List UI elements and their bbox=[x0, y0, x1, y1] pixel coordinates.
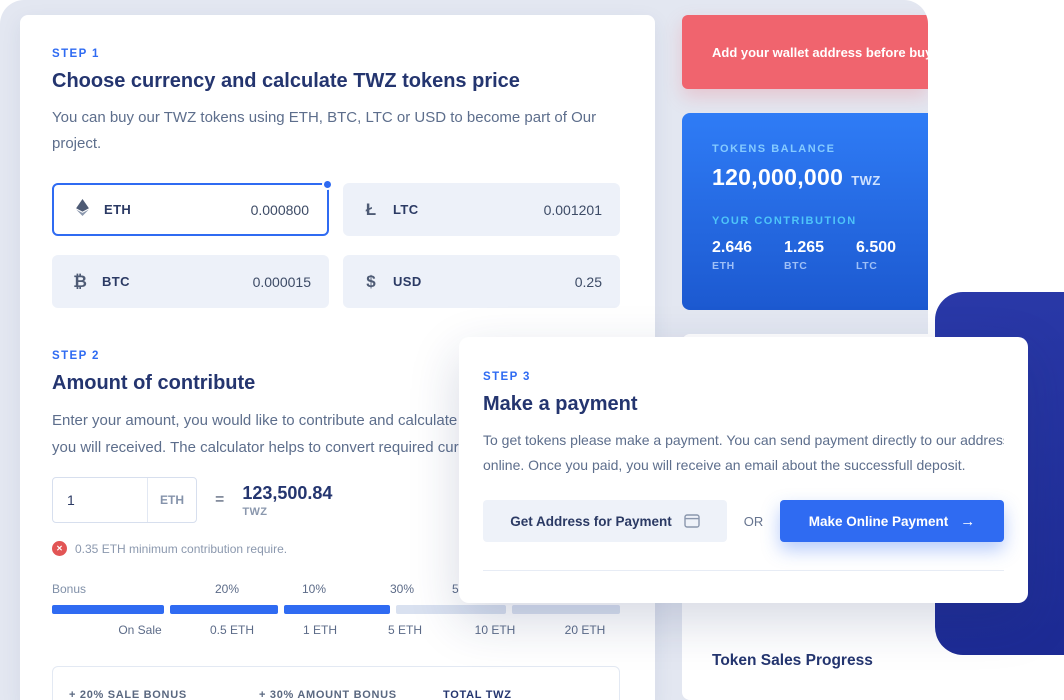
selected-indicator-dot bbox=[322, 179, 333, 190]
your-contribution-label: YOUR CONTRIBUTION bbox=[712, 215, 857, 227]
balance-unit: TWZ bbox=[851, 173, 881, 188]
or-separator: OR bbox=[743, 513, 764, 529]
bonus-percent: 10% bbox=[302, 582, 327, 596]
amount-input[interactable] bbox=[53, 492, 147, 508]
currency-rate: 0.25 bbox=[574, 273, 602, 290]
bonus-tick: 0.5 ETH bbox=[209, 623, 255, 637]
amount-input-box: ETH bbox=[52, 477, 197, 523]
step1-label: STEP 1 bbox=[52, 48, 100, 60]
currency-selector: ETH 0.000800 Ł LTC 0.001201 ₿ BTC 0.0000… bbox=[52, 179, 623, 308]
currency-rate: 0.000015 bbox=[252, 273, 311, 290]
contribution-eth: 2.646 ETH bbox=[712, 239, 753, 272]
payment-actions: Get Address for Payment OR Make Online P… bbox=[483, 500, 1004, 542]
bonus-tick: On Sale bbox=[118, 623, 162, 637]
bonus-bar bbox=[52, 605, 620, 614]
currency-tile-usd[interactable]: $ USD 0.25 bbox=[343, 255, 620, 308]
bonus-tick: 20 ETH bbox=[564, 623, 606, 637]
contribution-btc: 1.265 BTC bbox=[784, 239, 825, 272]
currency-code: BTC bbox=[102, 274, 130, 289]
bonus-word: Bonus bbox=[52, 582, 87, 596]
currency-tile-eth[interactable]: ETH 0.000800 bbox=[52, 179, 333, 236]
eth-icon bbox=[72, 198, 92, 221]
arrow-right-icon: → bbox=[960, 512, 976, 530]
wallet-alert-banner: Add your wallet address before buying to… bbox=[682, 15, 928, 89]
conversion-result: 123,500.84 TWZ bbox=[242, 483, 332, 518]
bonus-percent: 20% bbox=[215, 582, 240, 596]
step3-title: Make a payment bbox=[483, 393, 638, 415]
contributions-row: 2.646 ETH 1.265 BTC 6.500 LTC bbox=[712, 239, 928, 272]
amount-calculator: ETH = 123,500.84 TWZ bbox=[52, 477, 623, 523]
currency-rate: 0.001201 bbox=[543, 201, 602, 218]
currency-code: USD bbox=[393, 274, 422, 289]
usd-icon: $ bbox=[366, 271, 376, 291]
make-payment-modal: STEP 3 Make a payment To get tokens plea… bbox=[459, 337, 1028, 603]
error-text: 0.35 ETH minimum contribution require. bbox=[75, 541, 288, 556]
amount-unit-label: ETH bbox=[147, 478, 196, 522]
balance-value: 120,000,000 bbox=[712, 164, 844, 190]
token-sales-progress-title: Token Sales Progress bbox=[712, 652, 873, 669]
wallet-alert-text: Add your wallet address before buying to… bbox=[712, 44, 928, 60]
tokens-balance-card: TOKENS BALANCE 120,000,000 TWZ YOUR CONT… bbox=[682, 113, 928, 310]
amount-bonus-label: + 30% AMOUNT BONUS bbox=[259, 689, 397, 700]
sale-bonus-label: + 20% SALE BONUS bbox=[69, 689, 187, 700]
currency-rate: 0.000800 bbox=[250, 201, 309, 218]
ltc-icon: Ł bbox=[365, 199, 377, 219]
address-window-icon bbox=[684, 514, 700, 528]
currency-code: LTC bbox=[393, 202, 419, 217]
bar-segment bbox=[170, 605, 278, 614]
step1-title: Choose currency and calculate TWZ tokens… bbox=[52, 70, 520, 92]
step3-label: STEP 3 bbox=[483, 371, 531, 383]
currency-tile-ltc[interactable]: Ł LTC 0.001201 bbox=[343, 183, 620, 236]
bonus-tick: 5 ETH bbox=[387, 623, 423, 637]
step2-label: STEP 2 bbox=[52, 350, 100, 362]
currency-tile-btc[interactable]: ₿ BTC 0.000015 bbox=[52, 255, 329, 308]
tokens-balance-amount: 120,000,000 TWZ bbox=[712, 164, 928, 191]
bonus-percent: 30% bbox=[390, 582, 415, 596]
equals-sign: = bbox=[215, 491, 225, 508]
bar-segment bbox=[284, 605, 390, 614]
contribution-ltc: 6.500 LTC bbox=[856, 239, 897, 272]
bonus-ticks: On Sale 0.5 ETH 1 ETH 5 ETH 10 ETH 20 ET… bbox=[52, 623, 620, 638]
make-online-payment-button[interactable]: Make Online Payment → bbox=[780, 500, 1004, 542]
bonus-progress: Bonus 20% 10% 30% 50% On Sale bbox=[52, 582, 620, 638]
bonus-summary-box: + 20% SALE BONUS + 30% AMOUNT BONUS TOTA… bbox=[52, 666, 620, 700]
btc-icon: ₿ bbox=[73, 271, 87, 291]
result-value: 123,500.84 bbox=[242, 482, 333, 503]
tokens-balance-label: TOKENS BALANCE bbox=[712, 143, 836, 155]
bonus-tick: 10 ETH bbox=[474, 623, 516, 637]
error-icon: ✕ bbox=[52, 541, 67, 556]
minimum-contribution-warning: ✕ 0.35 ETH minimum contribution require. bbox=[52, 541, 623, 556]
bar-segment bbox=[52, 605, 164, 614]
step1-description: You can buy our TWZ tokens using ETH, BT… bbox=[52, 109, 597, 152]
bonus-labels: Bonus 20% 10% 30% 50% bbox=[52, 582, 620, 597]
get-address-button[interactable]: Get Address for Payment bbox=[483, 500, 727, 542]
total-twz-label: TOTAL TWZ bbox=[443, 689, 512, 700]
step2-title: Amount of contribute bbox=[52, 372, 256, 394]
bar-segment bbox=[396, 605, 506, 614]
modal-divider bbox=[483, 570, 1004, 571]
bonus-tick: 1 ETH bbox=[302, 623, 338, 637]
step3-description: To get tokens please make a payment. You… bbox=[483, 432, 1004, 473]
currency-code: ETH bbox=[104, 202, 132, 217]
bar-segment bbox=[512, 605, 620, 614]
result-unit: TWZ bbox=[242, 505, 268, 518]
